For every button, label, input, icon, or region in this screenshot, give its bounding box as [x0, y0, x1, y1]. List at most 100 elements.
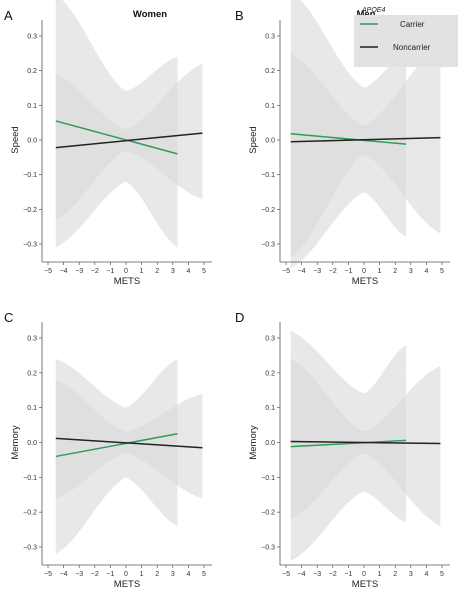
x-tick-label: 1 — [140, 571, 144, 578]
line-A-carrier — [55, 120, 178, 155]
line-D-carrier — [290, 439, 407, 448]
y-tick-label: −0.2 — [261, 207, 275, 214]
x-tick-label: 4 — [186, 268, 190, 275]
x-tick-label: 1 — [140, 268, 144, 275]
y-axis-label-B: Speed — [248, 126, 259, 153]
y-tick-label: −0.2 — [261, 510, 275, 517]
x-tick-label: 3 — [409, 268, 413, 275]
x-tick-label: −5 — [44, 268, 52, 275]
legend-carrier-label: Carrier — [400, 20, 425, 29]
x-tick-label: 3 — [409, 571, 413, 578]
line-C-noncarrier — [55, 437, 203, 449]
y-tick-label: 0.2 — [27, 68, 37, 75]
x-tick-label: −5 — [282, 571, 290, 578]
x-tick-label: 0 — [362, 571, 366, 578]
line-D-noncarrier — [290, 440, 441, 445]
panel-title-B: Men — [357, 9, 376, 20]
y-tick-label: −0.1 — [261, 475, 275, 482]
y-axis-label-A: Speed — [10, 126, 21, 153]
panel-label-A: A — [4, 8, 13, 23]
x-tick-label: 5 — [202, 571, 206, 578]
y-tick-label: −0.2 — [23, 510, 37, 517]
y-tick-label: −0.2 — [23, 207, 37, 214]
x-tick-label: −3 — [75, 268, 83, 275]
x-tick-label: 1 — [378, 268, 382, 275]
x-tick-label: −4 — [60, 571, 68, 578]
panel-label-C: C — [4, 310, 13, 325]
x-tick-label: −4 — [60, 268, 68, 275]
x-tick-label: 3 — [171, 571, 175, 578]
y-tick-label: −0.3 — [23, 242, 37, 249]
x-tick-label: −2 — [329, 268, 337, 275]
ci-band-C-noncarrier — [55, 379, 203, 499]
y-tick-label: 0.0 — [265, 440, 275, 447]
x-tick-label: 3 — [171, 268, 175, 275]
x-tick-label: −2 — [91, 571, 99, 578]
x-tick-label: −2 — [329, 571, 337, 578]
y-tick-label: −0.3 — [261, 545, 275, 552]
y-tick-label: 0.2 — [27, 370, 37, 377]
y-tick-label: 0.0 — [27, 440, 37, 447]
y-tick-label: 0.2 — [265, 370, 275, 377]
panel-title-A: Women — [133, 9, 167, 20]
panel-label-D: D — [235, 310, 244, 325]
x-tick-label: −4 — [298, 571, 306, 578]
x-tick-label: −1 — [106, 268, 114, 275]
y-tick-label: −0.1 — [23, 475, 37, 482]
x-tick-label: −5 — [282, 268, 290, 275]
y-axis-label-C: Memory — [10, 425, 21, 460]
x-tick-label: −1 — [106, 571, 114, 578]
y-tick-label: 0.1 — [265, 103, 275, 110]
line-C-carrier — [55, 433, 178, 458]
legend: APOE4 Carrier Noncarrier — [354, 7, 458, 67]
line-B-carrier — [290, 133, 407, 145]
x-tick-label: −4 — [298, 268, 306, 275]
y-tick-label: 0.3 — [27, 336, 37, 343]
ci-band-A-noncarrier — [55, 63, 203, 220]
x-tick-label: −3 — [75, 571, 83, 578]
y-tick-label: −0.1 — [261, 172, 275, 179]
x-tick-label: 2 — [155, 268, 159, 275]
x-tick-label: 4 — [186, 571, 190, 578]
x-tick-label: 2 — [155, 571, 159, 578]
x-tick-label: −1 — [344, 268, 352, 275]
x-axis-label-C: METS — [114, 579, 140, 590]
y-axis-label-D: Memory — [248, 425, 259, 460]
x-tick-label: −3 — [313, 268, 321, 275]
x-axis-label-B: METS — [352, 276, 378, 287]
panel-A: A Women −0.3 −0.2 −0.1 0.0 0.1 0.2 0.3 −5 −4 −3 −2 −1… — [4, 0, 212, 287]
line-B-noncarrier — [290, 136, 441, 143]
y-tick-label: 0.1 — [27, 405, 37, 412]
legend-title: APOE4 — [361, 7, 385, 14]
x-axis-label-D: METS — [352, 579, 378, 590]
x-tick-label: 5 — [202, 268, 206, 275]
y-tick-label: 0.2 — [265, 68, 275, 75]
x-tick-label: −5 — [44, 571, 52, 578]
x-tick-label: 0 — [362, 268, 366, 275]
x-tick-label: −1 — [344, 571, 352, 578]
legend-noncarrier-label: Noncarrier — [393, 43, 431, 52]
y-tick-label: −0.3 — [261, 242, 275, 249]
y-tick-label: 0.0 — [27, 138, 37, 145]
x-tick-label: 4 — [424, 268, 428, 275]
y-tick-label: 0.1 — [27, 103, 37, 110]
y-tick-label: −0.1 — [23, 172, 37, 179]
line-A-noncarrier — [55, 132, 203, 149]
panel-C: C −0.3 −0.2 −0.1 0.0 0.1 0.2 0.3 −5 −4 −3 −2 −1 0 1 2 3 4… — [4, 310, 212, 590]
x-tick-label: −2 — [91, 268, 99, 275]
x-tick-label: 5 — [440, 268, 444, 275]
panel-D: D −0.3 −0.2 −0.1 0.0 0.1 0.2 0.3 −5 −4 −3 −2 −1 0 1 2 3 4… — [235, 310, 450, 590]
y-tick-label: 0.3 — [265, 336, 275, 343]
x-tick-label: 4 — [424, 571, 428, 578]
x-tick-label: 2 — [393, 571, 397, 578]
panel-B: B Men −0.3 −0.2 −0.1 0.0 0.1 0.2 0.3 −5 −4 −3 −2 −1 0 1… — [235, 0, 450, 287]
y-tick-label: 0.3 — [27, 34, 37, 41]
x-tick-label: 2 — [393, 268, 397, 275]
y-tick-label: −0.3 — [23, 545, 37, 552]
y-tick-label: 0.0 — [265, 138, 275, 145]
y-tick-label: 0.3 — [265, 34, 275, 41]
y-tick-label: 0.1 — [265, 405, 275, 412]
x-tick-label: −3 — [313, 571, 321, 578]
x-axis-label-A: METS — [114, 276, 140, 287]
